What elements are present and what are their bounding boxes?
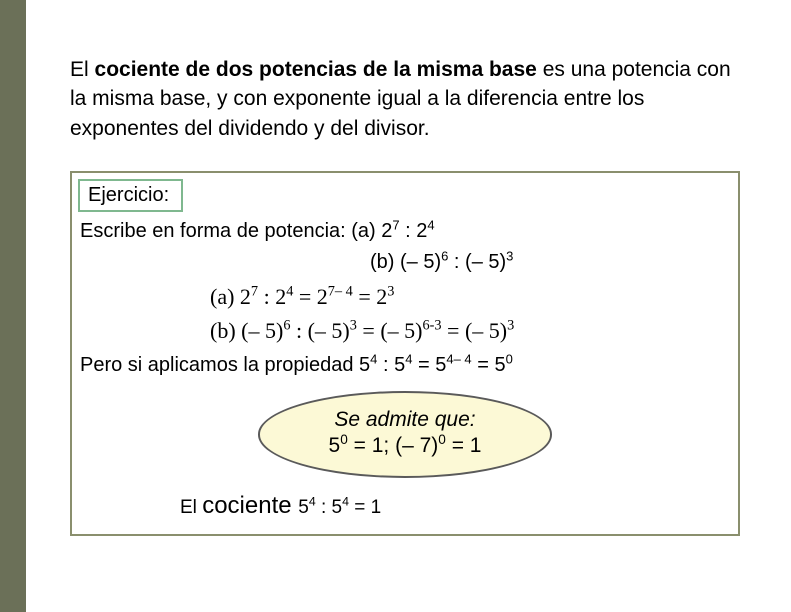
bub-mid: = 1; [348, 434, 395, 457]
prompt-b: (b) (– 5)6 : (– 5)3 [362, 251, 738, 280]
coc-e2: 4 [342, 494, 349, 508]
pa-e2: 4 [427, 218, 434, 233]
sb-b3: (– 5) [380, 318, 422, 343]
sb-e2: 3 [350, 318, 357, 334]
pb-b1: (– 5) [400, 251, 441, 273]
sb-eq2: = [442, 318, 465, 343]
sa-label: (a) [210, 284, 240, 309]
sa-b1: 2 [240, 284, 251, 309]
pa-b2: 2 [416, 220, 427, 242]
sa-b2: 2 [275, 284, 286, 309]
pb-b2: (– 5) [465, 251, 506, 273]
content-area: El cociente de dos potencias de la misma… [70, 55, 750, 536]
sa-b4: 2 [376, 284, 387, 309]
pa-b1: 2 [381, 220, 392, 242]
sb-label: (b) [210, 318, 241, 343]
exercise-box: Ejercicio: Escribe en forma de potencia:… [70, 171, 740, 536]
sidebar-accent [0, 0, 26, 612]
intro-bold: cociente de dos potencias de la misma ba… [95, 58, 537, 81]
cociente-line: El cociente 54 : 54 = 1 [172, 492, 738, 534]
pero-b2: 5 [394, 354, 405, 376]
sb-e4: 3 [507, 318, 514, 334]
pero-prefix: Pero si aplicamos la propiedad [80, 354, 359, 376]
sa-e3: 7– 4 [328, 284, 353, 300]
sa-e4: 3 [387, 284, 394, 300]
pero-e3: 4– 4 [446, 352, 471, 367]
sa-b3: 2 [317, 284, 328, 309]
callout-bubble: Se admite que: 50 = 1; (– 7)0 = 1 [258, 391, 552, 478]
exercise-label: Ejercicio: [78, 179, 183, 212]
sb-b1: (– 5) [241, 318, 283, 343]
sb-eq1: = [357, 318, 380, 343]
pero-b4: 5 [494, 354, 505, 376]
bub-e2: 0 [438, 432, 446, 447]
intro-paragraph: El cociente de dos potencias de la misma… [70, 55, 750, 143]
coc-sep: : [316, 497, 332, 518]
pb-prefix: (b) [370, 251, 400, 273]
bub-b2: (– 7) [395, 434, 438, 457]
sa-eq1: = [293, 284, 316, 309]
prompt-a: Escribe en forma de potencia: (a) 27 : 2… [72, 218, 738, 251]
coc-pre: El [180, 497, 202, 518]
solution-a: (a) 27 : 24 = 27– 4 = 23 [202, 280, 738, 314]
coc-end: = 1 [349, 497, 381, 518]
sb-b4: (– 5) [465, 318, 507, 343]
bubble-line1: Se admite que: [334, 408, 475, 431]
pero-eq2: = [472, 354, 495, 376]
sa-eq2: = [353, 284, 376, 309]
pero-s1: : [377, 354, 394, 376]
intro-pre: El [70, 58, 95, 81]
bub-b1: 5 [329, 434, 341, 457]
prompt-prefix: Escribe en forma de potencia: (a) [80, 220, 381, 242]
coc-b2: 5 [332, 497, 343, 518]
pero-b1: 5 [359, 354, 370, 376]
solution-b: (b) (– 5)6 : (– 5)3 = (– 5)6-3 = (– 5)3 [202, 314, 738, 354]
pero-eq1: = [412, 354, 435, 376]
pero-b3: 5 [435, 354, 446, 376]
pb-sep: : [448, 251, 465, 273]
bub-end: = 1 [446, 434, 482, 457]
sa-s1: : [258, 284, 275, 309]
sa-e1: 7 [251, 284, 258, 300]
bubble-wrap: Se admite que: 50 = 1; (– 7)0 = 1 [72, 391, 738, 492]
pa-e1: 7 [392, 218, 399, 233]
property-line: Pero si aplicamos la propiedad 54 : 54 =… [72, 354, 738, 391]
coc-word: cociente [202, 492, 298, 519]
coc-b1: 5 [298, 497, 309, 518]
sb-e3: 6-3 [422, 318, 441, 334]
pero-e4: 0 [506, 352, 513, 367]
sb-b2: (– 5) [308, 318, 350, 343]
pa-sep: : [400, 220, 417, 242]
slide: El cociente de dos potencias de la misma… [0, 0, 791, 612]
sb-s1: : [290, 318, 307, 343]
pb-e2: 3 [506, 249, 513, 264]
bub-e1: 0 [340, 432, 348, 447]
coc-e1: 4 [309, 494, 316, 508]
